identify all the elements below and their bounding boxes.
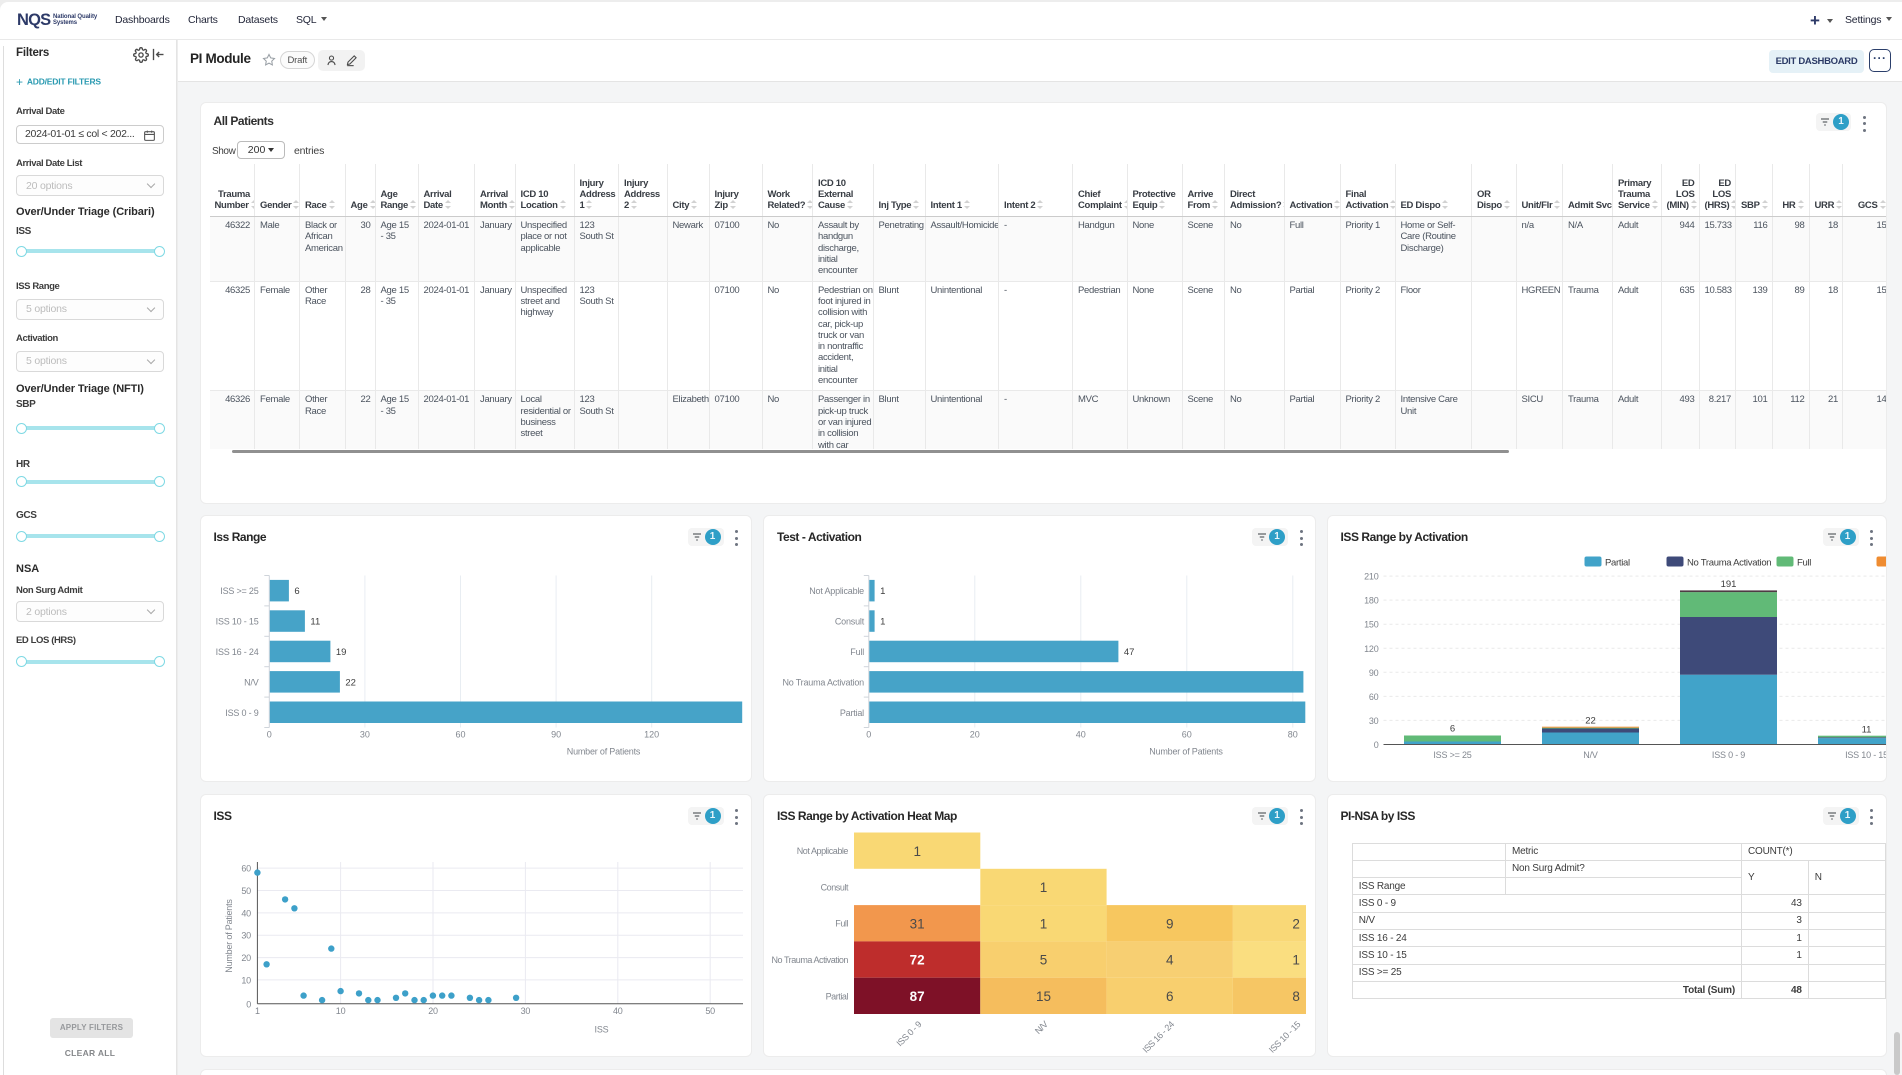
svg-text:Number of Patients: Number of Patients — [1149, 746, 1223, 756]
svg-text:Full: Full — [835, 918, 848, 928]
svg-text:30: 30 — [1368, 715, 1378, 725]
svg-text:11: 11 — [1861, 724, 1871, 735]
svg-text:ISS 0 - 9: ISS 0 - 9 — [1711, 750, 1744, 760]
svg-text:Number of Patients: Number of Patients — [566, 746, 640, 756]
svg-text:0: 0 — [266, 729, 271, 739]
svg-text:Partial: Partial — [840, 707, 864, 717]
svg-text:4: 4 — [1166, 952, 1174, 967]
svg-text:20: 20 — [970, 729, 980, 739]
svg-text:50: 50 — [705, 1005, 715, 1015]
svg-text:6: 6 — [1166, 989, 1174, 1004]
svg-text:90: 90 — [551, 729, 561, 739]
svg-text:6: 6 — [294, 586, 299, 597]
svg-text:Full: Full — [1797, 557, 1811, 568]
svg-text:N/V: N/V — [1033, 1019, 1050, 1036]
svg-text:ISS 10 - 15: ISS 10 - 15 — [1845, 750, 1887, 760]
svg-text:10: 10 — [335, 1005, 345, 1015]
svg-text:60: 60 — [455, 729, 465, 739]
svg-text:ISS 0 - 9: ISS 0 - 9 — [894, 1019, 923, 1048]
svg-text:50: 50 — [241, 886, 251, 896]
svg-text:90: 90 — [1368, 667, 1378, 677]
svg-text:120: 120 — [1364, 643, 1379, 653]
svg-text:5: 5 — [1040, 952, 1048, 967]
svg-text:ISS: ISS — [594, 1024, 608, 1034]
svg-text:0: 0 — [1373, 740, 1378, 750]
svg-text:210: 210 — [1364, 571, 1379, 581]
svg-text:Not Applicable: Not Applicable — [797, 846, 849, 856]
svg-text:31: 31 — [910, 916, 925, 931]
svg-text:150: 150 — [1364, 619, 1379, 629]
svg-text:ISS 16 - 24: ISS 16 - 24 — [1141, 1019, 1177, 1055]
svg-text:No Trauma Activation: No Trauma Activation — [782, 677, 864, 687]
svg-text:120: 120 — [644, 729, 659, 739]
svg-text:60: 60 — [241, 863, 251, 873]
svg-text:ISS 0 - 9: ISS 0 - 9 — [225, 707, 258, 717]
svg-text:0: 0 — [246, 999, 251, 1009]
svg-text:191: 191 — [1720, 579, 1736, 590]
svg-text:Partial: Partial — [826, 991, 849, 1001]
svg-text:ISS >= 25: ISS >= 25 — [1433, 750, 1471, 760]
svg-text:ISS 10 - 15: ISS 10 - 15 — [215, 616, 258, 626]
svg-text:0: 0 — [866, 729, 871, 739]
svg-text:Partial: Partial — [1605, 557, 1630, 568]
svg-text:1: 1 — [1292, 952, 1300, 967]
svg-text:11: 11 — [310, 616, 320, 627]
svg-text:1: 1 — [880, 616, 885, 627]
svg-text:40: 40 — [612, 1005, 622, 1015]
svg-text:1: 1 — [1040, 880, 1048, 895]
svg-text:20: 20 — [428, 1005, 438, 1015]
svg-text:N/V: N/V — [1583, 750, 1598, 760]
svg-text:ISS 16 - 24: ISS 16 - 24 — [215, 647, 258, 657]
svg-text:180: 180 — [1364, 595, 1379, 605]
svg-text:40: 40 — [1076, 729, 1086, 739]
svg-text:10: 10 — [241, 975, 251, 985]
svg-text:22: 22 — [345, 677, 356, 688]
svg-text:9: 9 — [1166, 916, 1174, 931]
svg-text:Not Applicable: Not Applicable — [809, 586, 864, 596]
svg-text:30: 30 — [520, 1005, 530, 1015]
svg-text:ISS >= 25: ISS >= 25 — [220, 586, 258, 596]
svg-text:No Trauma Activation: No Trauma Activation — [771, 955, 848, 965]
svg-text:60: 60 — [1368, 691, 1378, 701]
svg-text:19: 19 — [335, 647, 346, 658]
svg-text:72: 72 — [910, 952, 925, 967]
svg-text:47: 47 — [1124, 647, 1135, 658]
svg-text:22: 22 — [1585, 715, 1596, 726]
svg-text:80: 80 — [1288, 729, 1298, 739]
svg-text:N/V: N/V — [244, 677, 259, 687]
svg-text:20: 20 — [241, 953, 251, 963]
svg-text:40: 40 — [241, 908, 251, 918]
svg-text:1: 1 — [880, 586, 885, 597]
svg-text:Full: Full — [850, 647, 864, 657]
svg-text:60: 60 — [1182, 729, 1192, 739]
svg-text:87: 87 — [910, 989, 925, 1004]
svg-text:1: 1 — [1040, 916, 1048, 931]
svg-text:6: 6 — [1449, 723, 1454, 734]
svg-text:1: 1 — [254, 1005, 259, 1015]
svg-text:Consult: Consult — [821, 882, 849, 892]
svg-text:Number of Patients: Number of Patients — [224, 898, 234, 972]
svg-text:No Trauma Activation: No Trauma Activation — [1687, 557, 1771, 568]
svg-text:15: 15 — [1036, 989, 1051, 1004]
svg-text:30: 30 — [241, 930, 251, 940]
svg-text:ISS 10 - 15: ISS 10 - 15 — [1267, 1019, 1303, 1055]
svg-text:1: 1 — [913, 843, 921, 858]
svg-text:2: 2 — [1292, 916, 1300, 931]
svg-text:30: 30 — [359, 729, 369, 739]
svg-text:8: 8 — [1292, 989, 1300, 1004]
svg-text:Consult: Consult — [835, 616, 865, 626]
